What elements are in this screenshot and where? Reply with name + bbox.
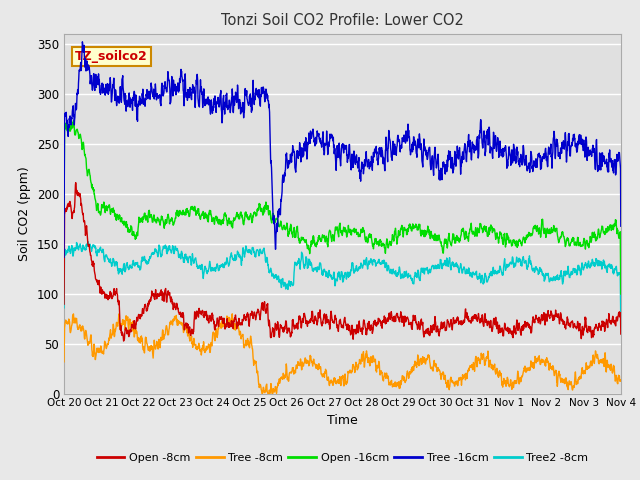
Legend: Open -8cm, Tree -8cm, Open -16cm, Tree -16cm, Tree2 -8cm: Open -8cm, Tree -8cm, Open -16cm, Tree -… <box>92 448 593 467</box>
Text: TZ_soilco2: TZ_soilco2 <box>75 50 148 63</box>
Y-axis label: Soil CO2 (ppm): Soil CO2 (ppm) <box>19 166 31 261</box>
X-axis label: Time: Time <box>327 414 358 427</box>
Title: Tonzi Soil CO2 Profile: Lower CO2: Tonzi Soil CO2 Profile: Lower CO2 <box>221 13 464 28</box>
